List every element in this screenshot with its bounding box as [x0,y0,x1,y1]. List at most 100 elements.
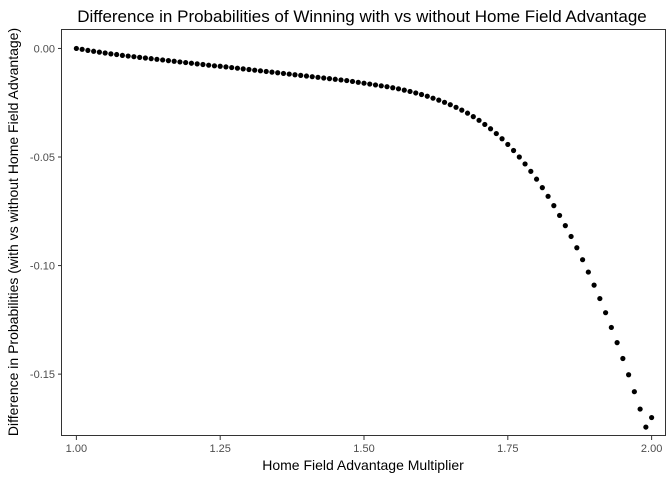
data-point [229,64,235,71]
data-point [200,61,206,68]
x-tick-label: 1.50 [353,443,374,455]
data-point [424,93,430,99]
data-point [188,60,195,66]
data-point [459,107,465,113]
y-tick-label: -0.10 [30,261,55,273]
data-point [252,67,258,73]
data-point [165,58,172,64]
data-point [447,102,453,108]
data-point [597,295,603,302]
data-point [148,56,154,62]
x-tick-label: 1.25 [209,443,230,455]
data-point [349,78,356,85]
data-point [407,88,413,95]
data-point [562,223,568,229]
data-point [631,389,637,395]
data-point [263,68,269,75]
y-tick-label: 0.00 [34,43,55,55]
data-point [372,82,379,88]
data-point [211,63,218,69]
data-point [326,76,333,82]
data-point [269,69,275,75]
data-point [338,77,344,83]
data-points [73,45,655,430]
y-tick-label: -0.15 [30,369,55,381]
x-axis: 1.00 1.25 1.50 1.75 2.00 [66,436,662,455]
y-axis-title: Difference in Probabilities (with vs wit… [5,28,21,436]
data-point [579,257,586,263]
data-point [390,85,396,91]
data-point [79,46,85,52]
data-point [367,81,373,87]
data-point [96,49,102,55]
data-point [114,51,120,58]
data-point [603,310,609,316]
data-point [585,269,591,275]
data-point [453,104,459,110]
data-point [626,372,632,378]
x-tick-label: 1.75 [497,443,518,455]
data-point [649,414,655,421]
data-point [194,61,200,67]
data-point [119,52,125,59]
x-axis-title: Home Field Advantage Multiplier [262,457,464,473]
data-point [430,95,436,101]
data-point [154,56,160,62]
data-point [355,79,361,85]
data-point [257,68,264,74]
data-point [556,212,563,219]
data-point [533,176,540,182]
data-point [418,91,425,98]
data-point [280,70,287,77]
chart-title: Difference in Probabilities of Winning w… [77,7,646,26]
data-point [482,121,488,128]
data-point [142,55,149,61]
data-point [240,66,246,72]
data-point [620,355,626,362]
data-point [493,130,499,137]
data-point [91,48,97,54]
data-point [487,126,494,132]
data-point [384,84,390,90]
x-tick-label: 2.00 [641,443,662,455]
data-point [183,59,189,66]
data-point [614,340,620,346]
data-point [591,282,597,288]
data-point [275,70,281,76]
data-point [378,83,384,89]
data-point [102,50,108,56]
data-point [505,141,511,148]
data-point [637,406,643,412]
data-point [223,64,229,70]
data-point [574,245,580,251]
data-point [413,90,419,96]
data-point [298,72,304,78]
data-point [643,424,649,430]
data-point [568,233,574,240]
data-point [321,75,327,81]
data-point [470,114,476,120]
data-point [125,53,131,59]
data-point [516,154,522,160]
data-point [522,161,528,167]
data-point [499,136,505,142]
data-point [344,77,350,84]
data-point [441,99,448,105]
data-point [539,185,545,191]
data-point [85,47,91,54]
y-axis: 0.00 -0.05 -0.10 -0.15 [30,43,62,381]
data-point [395,86,402,92]
data-point [246,66,252,73]
data-point [315,74,321,80]
data-point [217,63,223,69]
data-point [108,51,114,57]
data-point [177,59,183,65]
data-point [303,73,310,79]
data-point [551,203,557,209]
plot-panel [61,29,666,436]
data-point [436,97,442,103]
data-point [131,54,137,60]
data-point [292,72,298,78]
data-point [332,76,338,82]
